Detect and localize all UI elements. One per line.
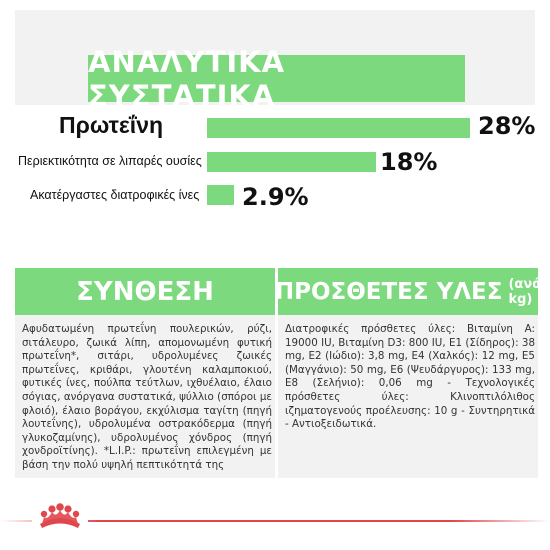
analytic-value: 28% bbox=[478, 112, 536, 140]
analytic-label: Περιεκτικότητα σε λιπαρές ουσίες bbox=[18, 154, 202, 168]
analytic-label: Πρωτεΐνη bbox=[59, 112, 164, 138]
additives-text: Διατροφικές πρόσθετες ύλες: Βιταμίνη A: … bbox=[285, 323, 535, 431]
analytic-value: 2.9% bbox=[242, 183, 309, 211]
crown-logo-icon bbox=[32, 500, 88, 532]
additives-header: ΠΡΟΣΘΕΤΕΣ ΥΛΕΣ (ανά kg) bbox=[274, 268, 542, 315]
analytic-bar bbox=[207, 118, 470, 138]
page-title: ΑΝΑΛΥΤΙΚΑ ΣΥΣΤΑΤΙΚΑ bbox=[88, 44, 286, 113]
header-title-box: ΑΝΑΛΥΤΙΚΑ ΣΥΣΤΑΤΙΚΑ bbox=[88, 45, 465, 113]
composition-panel: ΣΥΝΘΕΣΗ Αφυδατωμένη πρωτεΐνη πουλερικών,… bbox=[15, 268, 275, 478]
composition-title: ΣΥΝΘΕΣΗ bbox=[76, 276, 214, 307]
additives-title: ΠΡΟΣΘΕΤΕΣ ΥΛΕΣ bbox=[274, 278, 503, 305]
composition-header: ΣΥΝΘΕΣΗ bbox=[15, 268, 275, 315]
analytic-label: Ακατέργαστες διατροφικές ίνες bbox=[30, 188, 200, 202]
composition-text: Αφυδατωμένη πρωτεΐνη πουλερικών, ρύζι, σ… bbox=[22, 323, 272, 471]
brand-divider-line bbox=[0, 520, 550, 522]
analytic-bar bbox=[207, 185, 234, 205]
analytic-bar bbox=[207, 152, 376, 172]
analytic-value: 18% bbox=[380, 148, 438, 176]
header-banner: ΑΝΑΛΥΤΙΚΑ ΣΥΣΤΑΤΙΚΑ bbox=[15, 10, 535, 113]
analytic-row-fat: Περιεκτικότητα σε λιπαρές ουσίες 18% bbox=[0, 148, 550, 178]
analytic-row-fibre: Ακατέργαστες διατροφικές ίνες 2.9% bbox=[0, 183, 550, 213]
additives-panel: ΠΡΟΣΘΕΤΕΣ ΥΛΕΣ (ανά kg) Διατροφικές πρόσ… bbox=[274, 268, 542, 478]
analytic-row-protein: Πρωτεΐνη 28% bbox=[0, 112, 550, 142]
additives-subtitle: (ανά kg) bbox=[508, 276, 542, 307]
